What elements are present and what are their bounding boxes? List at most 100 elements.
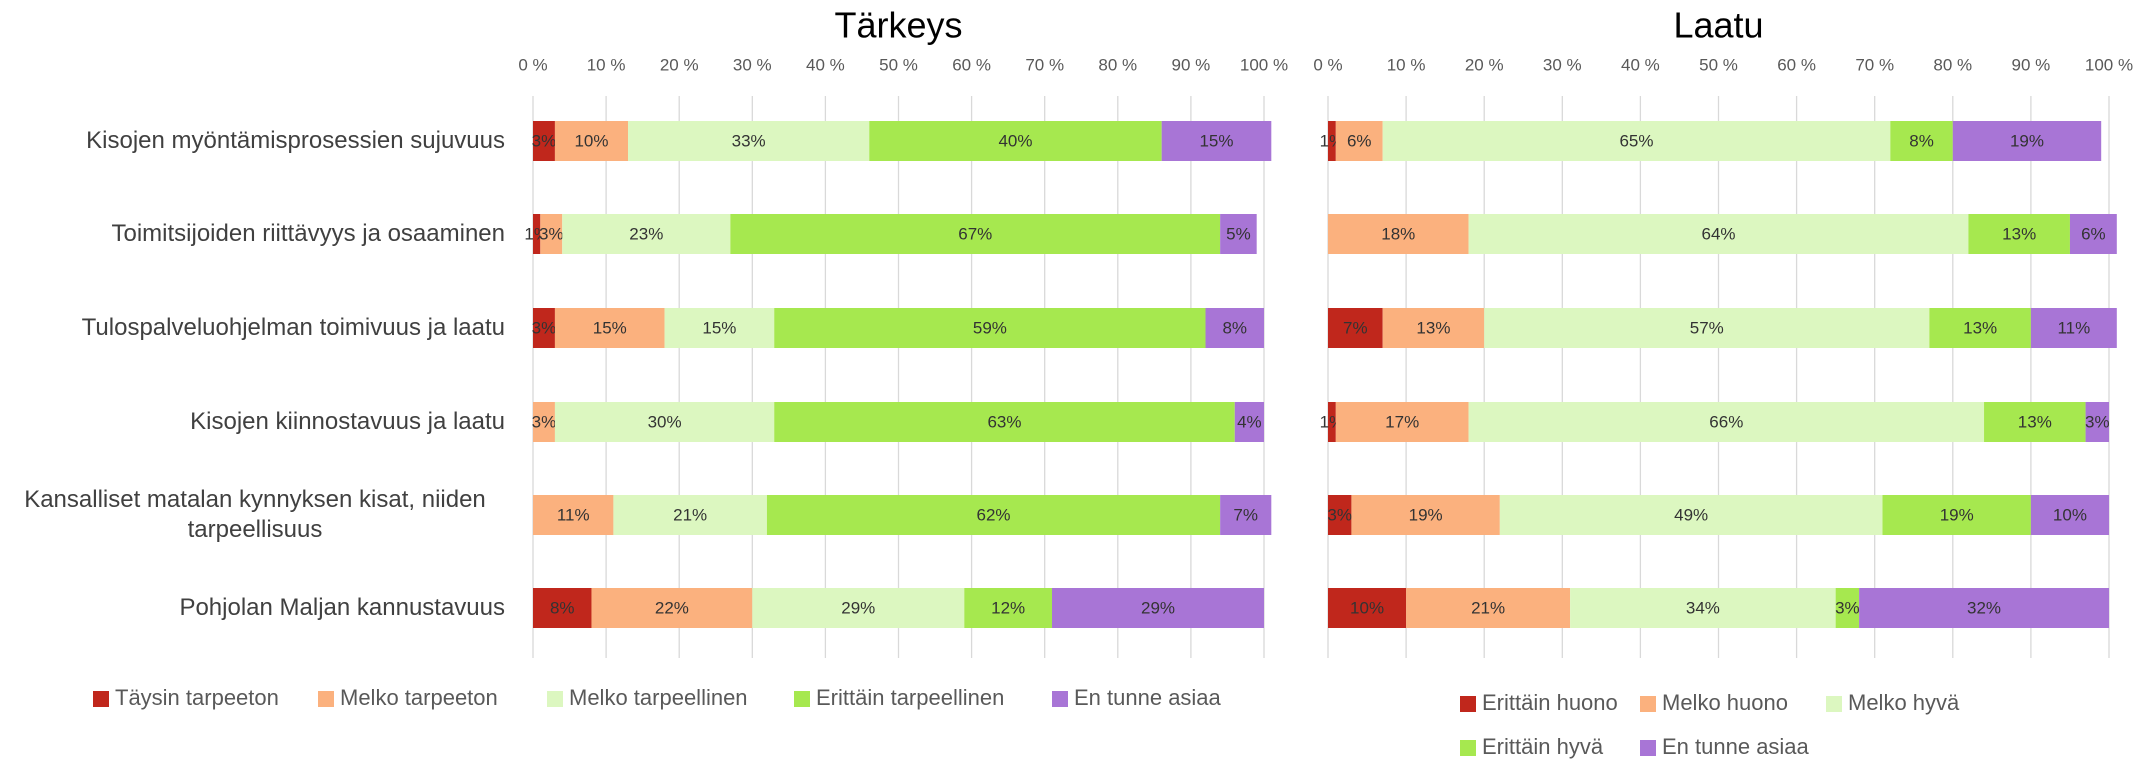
bar-segment bbox=[774, 402, 1235, 442]
legend-label: Erittäin tarpeellinen bbox=[816, 685, 1004, 710]
data-label: 8% bbox=[550, 598, 575, 617]
bar-segment bbox=[1406, 588, 1571, 628]
data-label: 67% bbox=[958, 224, 992, 243]
chart-title: Tärkeys bbox=[834, 5, 962, 46]
bar-segment bbox=[1220, 214, 1257, 254]
x-tick-label: 70 % bbox=[1025, 55, 1064, 74]
x-tick-label: 60 % bbox=[952, 55, 991, 74]
legend-swatch bbox=[1640, 696, 1656, 712]
legend-swatch bbox=[1460, 740, 1476, 756]
legend-label: Melko hyvä bbox=[1848, 690, 1960, 715]
bar-segment bbox=[533, 214, 541, 254]
bar-segment bbox=[774, 308, 1206, 348]
data-label: 49% bbox=[1674, 505, 1708, 524]
x-tick-label: 40 % bbox=[806, 55, 845, 74]
bar-segment bbox=[1328, 121, 1336, 161]
bar-segment bbox=[1382, 121, 1891, 161]
x-tick-label: 90 % bbox=[2012, 55, 2051, 74]
x-tick-label: 70 % bbox=[1855, 55, 1894, 74]
data-label: 64% bbox=[1701, 224, 1735, 243]
x-tick-label: 50 % bbox=[1699, 55, 1738, 74]
category-label: Pohjolan Maljan kannustavuus bbox=[179, 594, 505, 621]
data-label: 10% bbox=[1350, 598, 1384, 617]
bar-segment bbox=[1984, 402, 2086, 442]
bar-segment bbox=[869, 121, 1162, 161]
bar-segment bbox=[1328, 402, 1336, 442]
data-label: 17% bbox=[1385, 412, 1419, 431]
bar-segment bbox=[1882, 495, 2031, 535]
bar-segment bbox=[730, 214, 1221, 254]
data-label: 5% bbox=[1226, 224, 1251, 243]
bar-segment bbox=[1968, 214, 2070, 254]
x-tick-label: 80 % bbox=[1098, 55, 1137, 74]
data-label: 19% bbox=[1409, 505, 1443, 524]
bar-segment bbox=[2030, 308, 2117, 348]
data-label: 57% bbox=[1690, 318, 1724, 337]
data-label: 3% bbox=[539, 224, 564, 243]
x-tick-label: 0 % bbox=[1313, 55, 1342, 74]
x-tick-label: 30 % bbox=[1543, 55, 1582, 74]
data-label: 19% bbox=[2010, 131, 2044, 150]
legend-label: Täysin tarpeeton bbox=[115, 685, 279, 710]
data-label: 29% bbox=[1141, 598, 1175, 617]
x-tick-label: 100 % bbox=[2085, 55, 2133, 74]
data-label: 15% bbox=[702, 318, 736, 337]
legend-label: Melko tarpeeton bbox=[340, 685, 498, 710]
data-label: 19% bbox=[1940, 505, 1974, 524]
x-tick-label: 0 % bbox=[518, 55, 547, 74]
data-label: 21% bbox=[1471, 598, 1505, 617]
bar-segment bbox=[540, 214, 563, 254]
bar-segment bbox=[1484, 308, 1930, 348]
data-label: 10% bbox=[2053, 505, 2087, 524]
data-label: 3% bbox=[1327, 505, 1352, 524]
bar-segment bbox=[1952, 121, 2102, 161]
legend-label: Erittäin huono bbox=[1482, 690, 1618, 715]
x-tick-label: 30 % bbox=[733, 55, 772, 74]
bar-segment bbox=[1052, 588, 1264, 628]
data-label: 13% bbox=[1963, 318, 1997, 337]
data-label: 3% bbox=[532, 131, 557, 150]
data-label: 29% bbox=[841, 598, 875, 617]
data-label: 18% bbox=[1381, 224, 1415, 243]
bar-segment bbox=[964, 588, 1053, 628]
bar-segment bbox=[1890, 121, 1953, 161]
x-tick-label: 50 % bbox=[879, 55, 918, 74]
bar-segment bbox=[1382, 308, 1485, 348]
category-label: Toimitsijoiden riittävyys ja osaaminen bbox=[111, 220, 506, 247]
data-label: 7% bbox=[1233, 505, 1258, 524]
bar-segment bbox=[1468, 214, 1969, 254]
data-label: 3% bbox=[532, 412, 557, 431]
bar-segment bbox=[1468, 402, 1985, 442]
legend-label: Erittäin hyvä bbox=[1482, 734, 1604, 759]
data-label: 11% bbox=[557, 505, 590, 524]
bar-segment bbox=[1929, 308, 2031, 348]
bar-segment bbox=[1328, 214, 1469, 254]
bar-segment bbox=[533, 495, 614, 535]
x-tick-label: 60 % bbox=[1777, 55, 1816, 74]
data-label: 12% bbox=[991, 598, 1025, 617]
data-label: 8% bbox=[1222, 318, 1247, 337]
data-label: 66% bbox=[1709, 412, 1743, 431]
x-tick-label: 10 % bbox=[587, 55, 626, 74]
bar-segment bbox=[1205, 308, 1264, 348]
data-label: 21% bbox=[673, 505, 707, 524]
data-label: 22% bbox=[655, 598, 689, 617]
bar-segment bbox=[533, 308, 555, 348]
legend-swatch bbox=[1640, 740, 1656, 756]
data-label: 3% bbox=[1835, 598, 1860, 617]
data-label: 3% bbox=[2085, 412, 2110, 431]
bar-segment bbox=[1859, 588, 2109, 628]
legend-label: En tunne asiaa bbox=[1662, 734, 1810, 759]
bar-segment bbox=[1161, 121, 1272, 161]
category-label: Kisojen kiinnostavuus ja laatu bbox=[190, 408, 505, 435]
legend-label: En tunne asiaa bbox=[1074, 685, 1222, 710]
data-label: 30% bbox=[648, 412, 682, 431]
data-label: 59% bbox=[973, 318, 1007, 337]
bar-segment bbox=[1220, 495, 1272, 535]
bar-segment bbox=[628, 121, 870, 161]
data-label: 15% bbox=[1199, 131, 1233, 150]
legend-swatch bbox=[1826, 696, 1842, 712]
legend-swatch bbox=[547, 691, 563, 707]
data-label: 13% bbox=[2018, 412, 2052, 431]
